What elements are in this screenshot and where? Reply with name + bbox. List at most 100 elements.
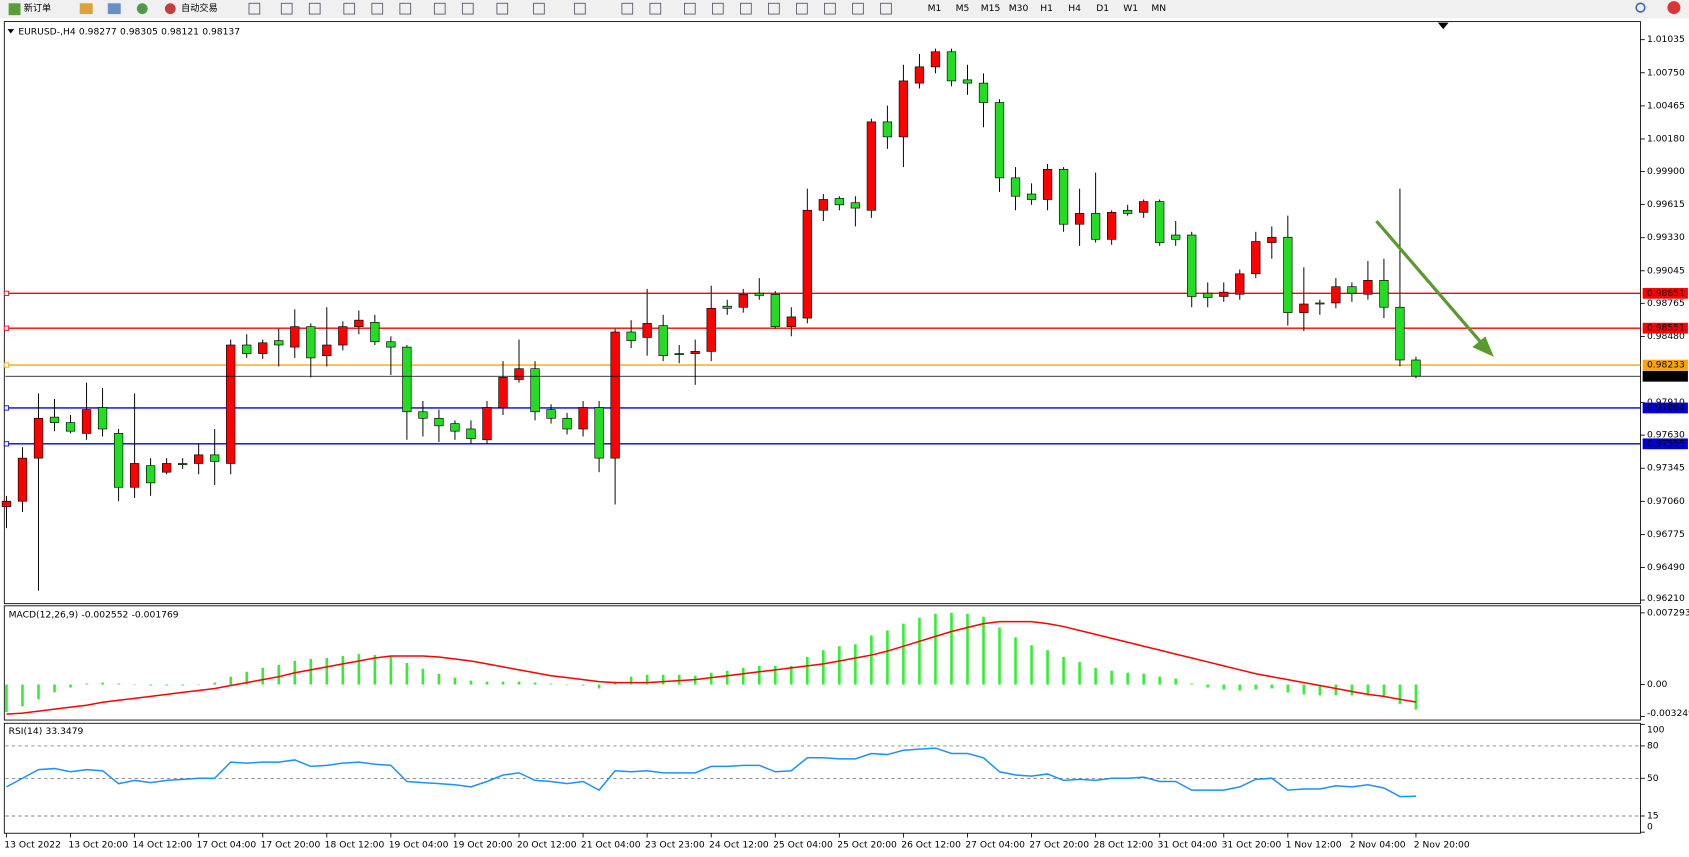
macd-bar — [1014, 637, 1017, 685]
macd-bar — [181, 684, 184, 686]
candle-body — [290, 326, 300, 348]
tool-icon[interactable] — [399, 2, 412, 15]
timeframe-button[interactable]: H1 — [1040, 3, 1053, 14]
icon[interactable] — [79, 3, 93, 15]
macd-bar — [69, 684, 72, 688]
candle-body — [129, 463, 140, 488]
macd-bar — [565, 684, 569, 686]
tool-icon[interactable] — [712, 2, 724, 15]
macd-bar — [485, 681, 489, 685]
tool-icon[interactable] — [248, 2, 261, 15]
timeframe-button[interactable]: M15 — [981, 3, 1001, 14]
candle-body — [162, 463, 172, 473]
price-level-handle — [3, 362, 10, 368]
tool-icon[interactable] — [308, 2, 321, 15]
candle-body — [1411, 359, 1421, 377]
tool-icon[interactable] — [796, 2, 808, 15]
price-level-tag — [1642, 359, 1688, 371]
candle-body — [930, 51, 941, 68]
new-order-button[interactable]: 新订单 — [24, 2, 51, 14]
tool-icon[interactable] — [343, 2, 356, 15]
candle-body — [402, 346, 412, 413]
macd-bar — [709, 672, 713, 685]
timeframe-button[interactable]: M1 — [928, 3, 942, 14]
tool-icon[interactable] — [649, 2, 662, 15]
y-tick-label: 15 — [1647, 810, 1659, 821]
macd-bar — [501, 681, 505, 685]
candle-body — [962, 79, 973, 84]
tool-icon[interactable] — [621, 2, 634, 15]
tool-icon[interactable] — [433, 2, 446, 15]
candle-body — [386, 341, 396, 348]
timeframe-button[interactable]: M5 — [956, 3, 970, 14]
y-tick-label: -0.003249 — [1647, 708, 1689, 719]
new-order-icon[interactable] — [8, 3, 21, 16]
y-tick-label: 0.007293 — [1647, 607, 1689, 618]
macd-bar — [838, 646, 841, 685]
candle-body — [658, 325, 668, 357]
tool-icon[interactable] — [496, 2, 509, 15]
tool-icon[interactable] — [768, 2, 780, 15]
price-level-tag — [1642, 402, 1688, 414]
macd-bar — [373, 655, 377, 685]
tool-icon[interactable] — [280, 2, 293, 15]
timeframe-button[interactable]: H4 — [1068, 3, 1081, 14]
timeframe-button[interactable]: M30 — [1009, 3, 1029, 14]
candle-body — [594, 407, 604, 459]
macd-bar — [870, 635, 873, 685]
x-tick-label: 17 Oct 20:00 — [261, 840, 321, 851]
toolbar: 新订单 自动交易 M1 M5 M15 M30 H1 H4 D1 W1 MN — [0, 0, 1689, 19]
macd-bar — [1318, 684, 1322, 696]
tool-icon[interactable] — [533, 2, 545, 15]
timeframe-button[interactable]: W1 — [1123, 3, 1138, 14]
x-tick-label: 27 Oct 20:00 — [1029, 840, 1089, 851]
tool-icon[interactable] — [684, 2, 696, 15]
candle-body — [898, 80, 909, 138]
notification-icon[interactable] — [1667, 1, 1681, 15]
macd-bar — [149, 684, 152, 686]
candle-body — [578, 407, 588, 430]
plot-layer: 1.01035 1.00750 1.00465 1.00180 0.99900 0.996… — [1, 34, 1689, 851]
candle-body — [1379, 279, 1389, 308]
candle-body — [1395, 306, 1405, 361]
tool-icon[interactable] — [371, 2, 384, 15]
current-price-label: 0.98137 — [1647, 371, 1685, 382]
macd-bar — [998, 627, 1001, 685]
macd-bar — [5, 684, 8, 713]
price-level-handle — [3, 405, 10, 411]
tool-icon[interactable] — [880, 2, 892, 15]
tool-icon[interactable] — [824, 2, 836, 15]
candle-body — [1235, 273, 1245, 295]
macd-bar — [1350, 684, 1354, 696]
auto-trading-button[interactable]: 自动交易 — [181, 2, 218, 14]
macd-bar — [1238, 684, 1242, 691]
rsi-title: RSI(14) — [9, 725, 43, 736]
macd-bar — [229, 676, 232, 685]
macd-bar — [517, 681, 521, 685]
y-tick-label: 1.01035 — [1647, 34, 1685, 45]
tool-icon[interactable] — [461, 2, 474, 15]
macd-bar — [757, 665, 761, 685]
candle-body — [194, 454, 204, 464]
candle-body — [978, 82, 989, 103]
macd-bar — [341, 656, 345, 685]
tool-icon[interactable] — [740, 2, 752, 15]
macd-bar — [533, 682, 537, 685]
macd-bar — [325, 658, 329, 685]
timeframe-button[interactable]: MN — [1151, 3, 1166, 14]
x-tick-label: 20 Oct 12:00 — [517, 840, 577, 851]
tool-icon[interactable] — [574, 2, 586, 15]
macd-bar — [661, 674, 665, 685]
x-tick-label: 25 Oct 04:00 — [773, 840, 833, 851]
search-icon[interactable] — [1635, 2, 1646, 13]
timeframe-button[interactable]: D1 — [1096, 3, 1109, 14]
candle-body — [178, 463, 188, 465]
tool-icon[interactable] — [852, 2, 864, 15]
icon[interactable] — [107, 3, 121, 15]
macd-bar — [902, 623, 905, 685]
x-tick-label: 23 Oct 23:00 — [645, 840, 705, 851]
auto-trading-icon[interactable] — [164, 3, 176, 15]
macd-bar — [405, 662, 409, 685]
icon[interactable] — [136, 3, 148, 15]
macd-bar — [133, 684, 136, 686]
